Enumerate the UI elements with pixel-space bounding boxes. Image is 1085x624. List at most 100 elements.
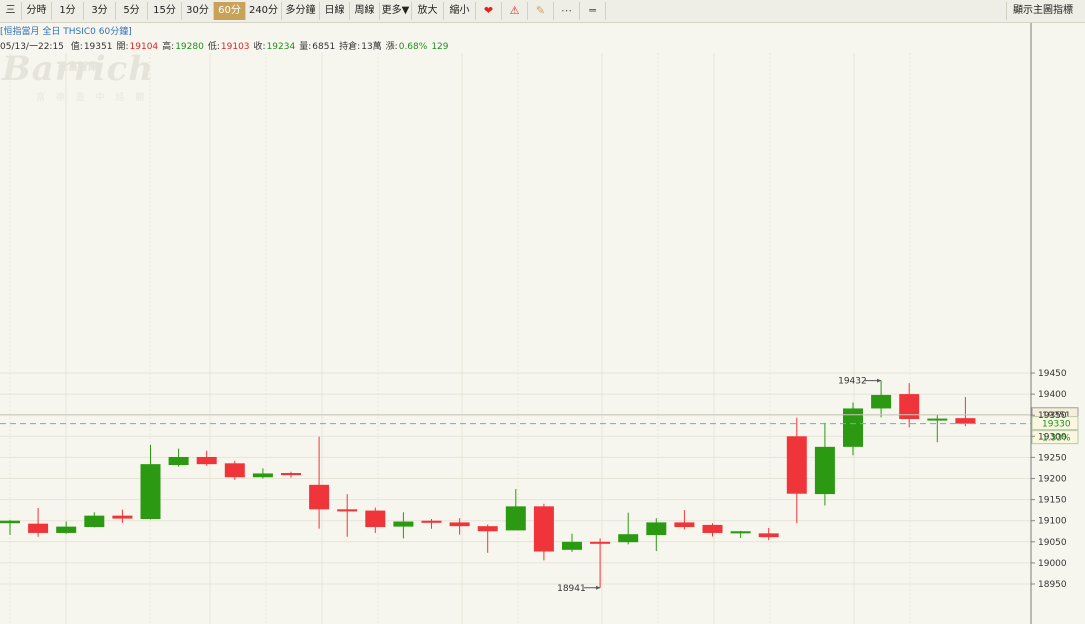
candle-body-19	[533, 506, 554, 552]
candle-body-34	[955, 418, 976, 424]
info-value-5: 6851	[312, 42, 336, 52]
annotation-label-0: 19432	[838, 377, 867, 387]
toolbar-button-9[interactable]: 多分鐘	[282, 2, 320, 20]
y-tick-label-10: 19450	[1038, 369, 1067, 379]
change-pct-label: 1.33%	[1042, 434, 1071, 444]
candle-body-2	[56, 526, 77, 533]
y-tick-label-0: 18950	[1038, 580, 1067, 590]
toolbar-button-3[interactable]: 3分	[84, 2, 116, 20]
toolbar-button-13[interactable]: 放大	[412, 2, 444, 20]
candle-body-9	[252, 473, 273, 478]
info-key-4: 收:	[253, 42, 266, 52]
candle-body-13	[365, 510, 386, 528]
toolbar-button-6[interactable]: 30分	[182, 2, 214, 20]
equal-lines-icon[interactable]: ═	[580, 2, 606, 20]
candle-4	[112, 509, 133, 523]
show-main-indicator-button[interactable]: 顯示主圖指標	[1006, 2, 1079, 20]
info-key-7: 漲:	[385, 42, 398, 52]
toolbar-button-10[interactable]: 日線	[320, 2, 350, 20]
candle-body-24	[674, 522, 695, 528]
info-key-0: 值:	[70, 42, 83, 52]
candle-body-18	[505, 506, 526, 531]
info-value-2: 19280	[175, 42, 204, 52]
candle-15	[421, 519, 442, 529]
candle-27	[758, 527, 779, 541]
y-tick-label-4: 19150	[1038, 496, 1067, 506]
current-price-label: 19351	[1042, 411, 1071, 421]
y-tick-label-8: 19350	[1038, 411, 1067, 421]
last-price-box	[1031, 416, 1079, 431]
y-tick-label-1: 19000	[1038, 559, 1067, 569]
annotation-arrow-1	[596, 585, 601, 590]
candle-24	[674, 510, 695, 530]
candle-5	[140, 444, 161, 520]
price-axis: 18950 19000 19050 19100 19150 19200 19250 19300…	[1030, 23, 1067, 624]
candle-19	[533, 503, 554, 561]
candle-body-1	[28, 523, 49, 533]
toolbar-button-1[interactable]: 分時	[22, 2, 52, 20]
annotation-arrow-0	[877, 378, 882, 383]
toolbar-button-7[interactable]: 60分	[214, 2, 246, 20]
candle-18	[505, 489, 526, 531]
candle-23	[646, 518, 667, 552]
toolbar-button-8[interactable]: 240分	[246, 2, 282, 20]
y-tick-label-5: 19200	[1038, 475, 1067, 485]
candle-body-16	[449, 522, 470, 527]
candle-6	[168, 448, 189, 467]
candle-3	[84, 512, 105, 528]
candle-10	[281, 471, 301, 478]
candle-13	[365, 507, 386, 533]
toolbar-button-11[interactable]: 周線	[350, 2, 380, 20]
candle-16	[449, 518, 470, 535]
candle-20	[562, 533, 582, 552]
candle-body-15	[421, 520, 442, 523]
watermark-sub: 盈富智庫	[58, 62, 98, 73]
toolbar-button-2[interactable]: 1分	[52, 2, 84, 20]
toolbar-button-4[interactable]: 5分	[116, 2, 148, 20]
candle-body-11	[309, 484, 330, 510]
pencil-icon[interactable]: ✎	[528, 2, 554, 20]
candle-32	[899, 383, 920, 428]
candle-body-20	[562, 541, 582, 550]
candle-body-28	[786, 436, 807, 494]
dotted-line-icon[interactable]: ⋯	[554, 2, 580, 20]
candle-body-27	[758, 533, 779, 538]
watermark-brand: Barrich	[2, 49, 154, 89]
candle-body-31	[871, 394, 892, 409]
info-value-6: 13萬	[361, 42, 382, 52]
toolbar-button-5[interactable]: 15分	[148, 2, 182, 20]
change-pct-box	[1031, 430, 1079, 445]
candle-17	[477, 524, 498, 553]
candle-body-3	[84, 515, 105, 528]
toolbar-button-14[interactable]: 縮小	[444, 2, 476, 20]
info-key-3: 低:	[207, 42, 220, 52]
candle-2	[56, 521, 77, 534]
candle-7	[196, 450, 217, 466]
info-value-3: 19103	[220, 42, 250, 52]
candle-12	[337, 494, 358, 537]
info-value-4: 19234	[266, 42, 296, 52]
toolbar-button-0[interactable]: 三	[0, 2, 22, 20]
candle-29	[814, 422, 835, 506]
info-key-2: 高:	[162, 42, 175, 52]
candle-body-23	[646, 522, 667, 536]
candle-31	[871, 380, 892, 418]
info-key-6: 持倉:	[339, 42, 361, 52]
candle-body-21	[590, 541, 611, 544]
ohlc-info-bar: 05/13/一22:15 值:19351 開:19104 高:19280 低:1910…	[0, 39, 453, 53]
candle-body-10	[281, 473, 301, 476]
candle-28	[786, 417, 807, 524]
alarm-icon[interactable]: ⚠	[502, 2, 528, 20]
candle-22	[618, 512, 639, 545]
toolbar-button-12[interactable]: 更多▼	[380, 2, 412, 20]
candle-body-6	[168, 456, 189, 465]
candle-body-30	[843, 408, 863, 447]
heart-icon[interactable]: ❤	[476, 2, 502, 20]
candle-body-22	[618, 534, 639, 543]
y-tick-label-7: 19300	[1038, 432, 1067, 442]
candle-30	[843, 402, 863, 456]
candle-body-32	[899, 394, 920, 419]
candle-1	[28, 508, 49, 537]
